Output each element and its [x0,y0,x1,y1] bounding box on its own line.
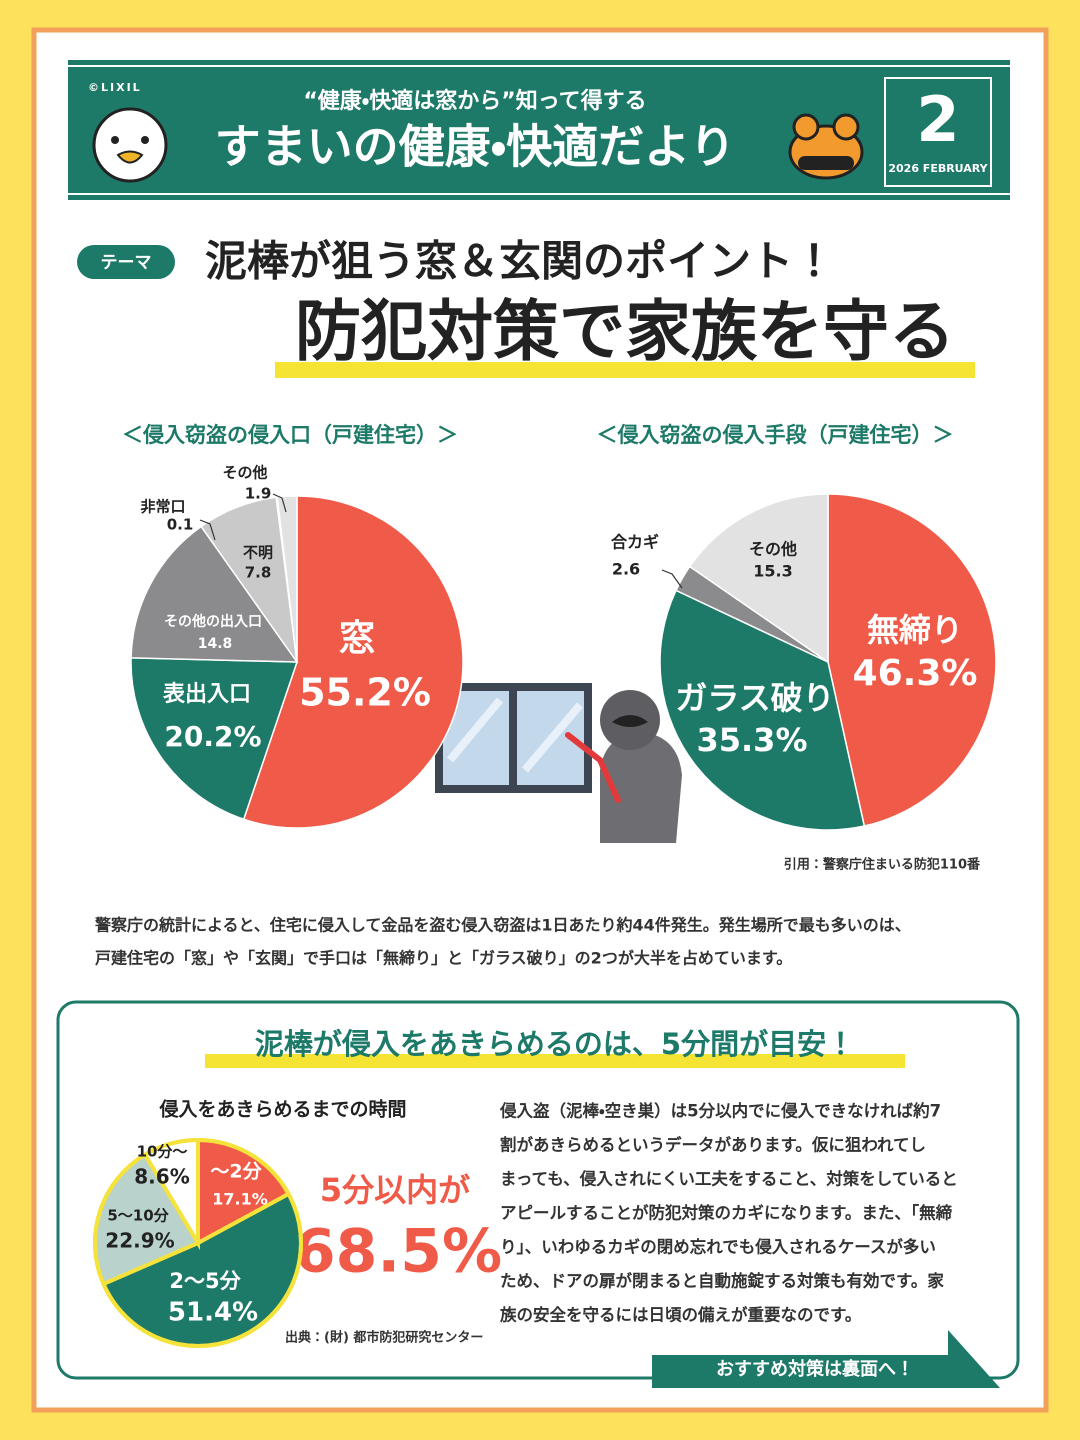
body-line: 侵入盗（泥棒・空き巣）は5分以内でに侵入できなければ約7 [499,1101,941,1121]
crowbar [565,732,621,803]
chart-title: ＜侵入窃盗の侵入口（戸建住宅）＞ [122,423,458,447]
slice-label: 2〜5分 [169,1269,241,1293]
slice-label: 非常口 [140,498,185,516]
issue-box [884,77,992,187]
slice-value-label: 0.1 [167,516,194,534]
chart-title: 侵入をあきらめるまでの時間 [158,1098,406,1121]
frog-eye [832,113,860,141]
pie-slice [130,525,299,663]
newsletter-title: すまいの健康・快適だより [215,120,736,174]
cta: おすすめ対策は裏面へ！ [716,1358,914,1380]
slice-value-label: 15.3 [753,562,792,581]
theme-headline: 泥棒が狙う窓＆玄関のポイント！ [205,237,835,286]
theme-tag-bg [77,245,175,279]
info-box [56,1000,1020,1380]
slice-label: 〜2分 [210,1161,262,1183]
box-title: 泥棒が侵入をあきらめるのは、5分間が目安！ [255,1027,855,1061]
bird-eye [111,136,119,144]
pie-slice [242,495,464,829]
pie-chart: ＜侵入窃盗の侵入口（戸建住宅）＞ 窓 55.2% 表出入口 20.2% その他の出入口 14… [122,423,464,829]
slice-value-label: 2.6 [612,560,640,579]
slice-value-label: 46.3% [853,653,978,694]
slice-value-label: 8.6% [134,1165,189,1189]
pie-slice [688,493,829,664]
frog-mouth [798,156,854,170]
body-line: まっても、侵入されにくい工夫をすること、対策をしていると [500,1169,958,1189]
slice-value-label: 55.2% [299,671,431,715]
pie-chart: 侵入をあきらめるまでの時間〜2分 17.1% 2〜5分 51.4% 5〜10分 22.9%… [93,1098,407,1348]
leader-line [199,519,216,541]
box-source: 出典：(財) 都市防犯研究センター [285,1330,483,1346]
slice-label: 5〜10分 [107,1207,169,1225]
slice-value-label: 22.9% [105,1229,174,1253]
chart-title: ＜侵入窃盗の侵入手段（戸建住宅）＞ [597,423,954,447]
pie-outline [93,1138,303,1348]
highlight-value: 68.5% [294,1217,502,1287]
slice-label: 合カギ [610,533,659,552]
source: 引用：警察庁住まいる防犯110番 [784,857,981,873]
copyright: ©LIXIL [88,81,142,94]
title-underline [275,362,975,378]
header: ©LIXIL “健康・快適は窓から”知って得する すまいの健康・快適だより 2 … [68,60,1010,200]
leader-line [272,493,287,513]
bird-eye [141,136,149,144]
slice-label: 表出入口 [162,682,251,707]
slice-value-label: 51.4% [168,1298,258,1328]
slice-value-label: 14.8 [198,636,233,652]
tagline: “健康・快適は窓から”知って得する [303,88,646,114]
body-line: アピールすることが防犯対策のカギになります。また、「無締 [500,1203,952,1223]
glass-shine [446,697,584,773]
pie-slice [276,495,298,663]
frog-eye [792,113,820,141]
burglar-body [600,732,682,843]
highlight-label: 5分以内が [320,1171,470,1209]
box-body: 侵入盗（泥棒・空き巣）は5分以内でに侵入できなければ約7 割があきらめるというデー… [499,1101,958,1325]
slice-label: その他 [222,464,267,482]
bird-beak [116,150,144,164]
slice-label: 窓 [339,618,375,659]
intro-line: 戸建住宅の「窓」や「玄関」で手口は「無締り」と「ガラス破り」の2つが大半を占めて… [95,949,792,968]
slice-label: ガラス破り [675,679,834,717]
issue-number: 2 [916,83,959,156]
cta-bg [652,1330,1000,1388]
slice-value-label: 7.8 [245,564,272,582]
bird-icon [92,107,168,183]
burglar-illustration [435,683,682,843]
pie-slice [659,589,866,831]
slice-label: 10分〜 [137,1143,188,1161]
charts: ＜侵入窃盗の侵入口（戸建住宅）＞ 窓 55.2% 表出入口 20.2% その他の出入口 14… [93,423,997,1348]
slice-value-label: 1.9 [245,485,272,503]
body-line: り」、いわゆるカギの閉め忘れでも侵入されるケースが多い [500,1237,936,1257]
leader-line [661,569,683,589]
theme-tag: テーマ [101,253,152,273]
body-line: 割があきらめるというデータがあります。仮に狙われてし [500,1135,926,1155]
slice-value-label: 35.3% [696,721,807,759]
theme-title: 防犯対策で家族を守る [295,293,955,370]
pie-slice [827,493,997,827]
slice-value-label: 20.2% [164,720,261,753]
box-title-underline [205,1054,905,1068]
slice-value-label: 17.1% [212,1190,268,1209]
slice-label: 無締り [867,611,963,649]
pie-slice [130,657,299,821]
slice-label: その他の出入口 [164,613,262,630]
body-line: ため、ドアの扉が閉まると自動施錠する対策も有効です。家 [500,1271,944,1291]
intro-line: 警察庁の統計によると、住宅に侵入して金品を盗む侵入窃盗は1日あたり約44件発生。… [95,916,911,935]
slice-label: その他 [749,540,797,559]
pie-chart: ＜侵入窃盗の侵入手段（戸建住宅）＞ 無締り 46.3% ガラス破り 35.3% 合カギ 2.… [597,423,997,831]
issue-date: 2026 FEBRUARY [888,162,988,175]
body-line: 族の安全を守るには日頃の備えが重要なのです。 [499,1305,861,1325]
slice-label: 不明 [243,544,273,562]
burglar-face [612,715,648,727]
